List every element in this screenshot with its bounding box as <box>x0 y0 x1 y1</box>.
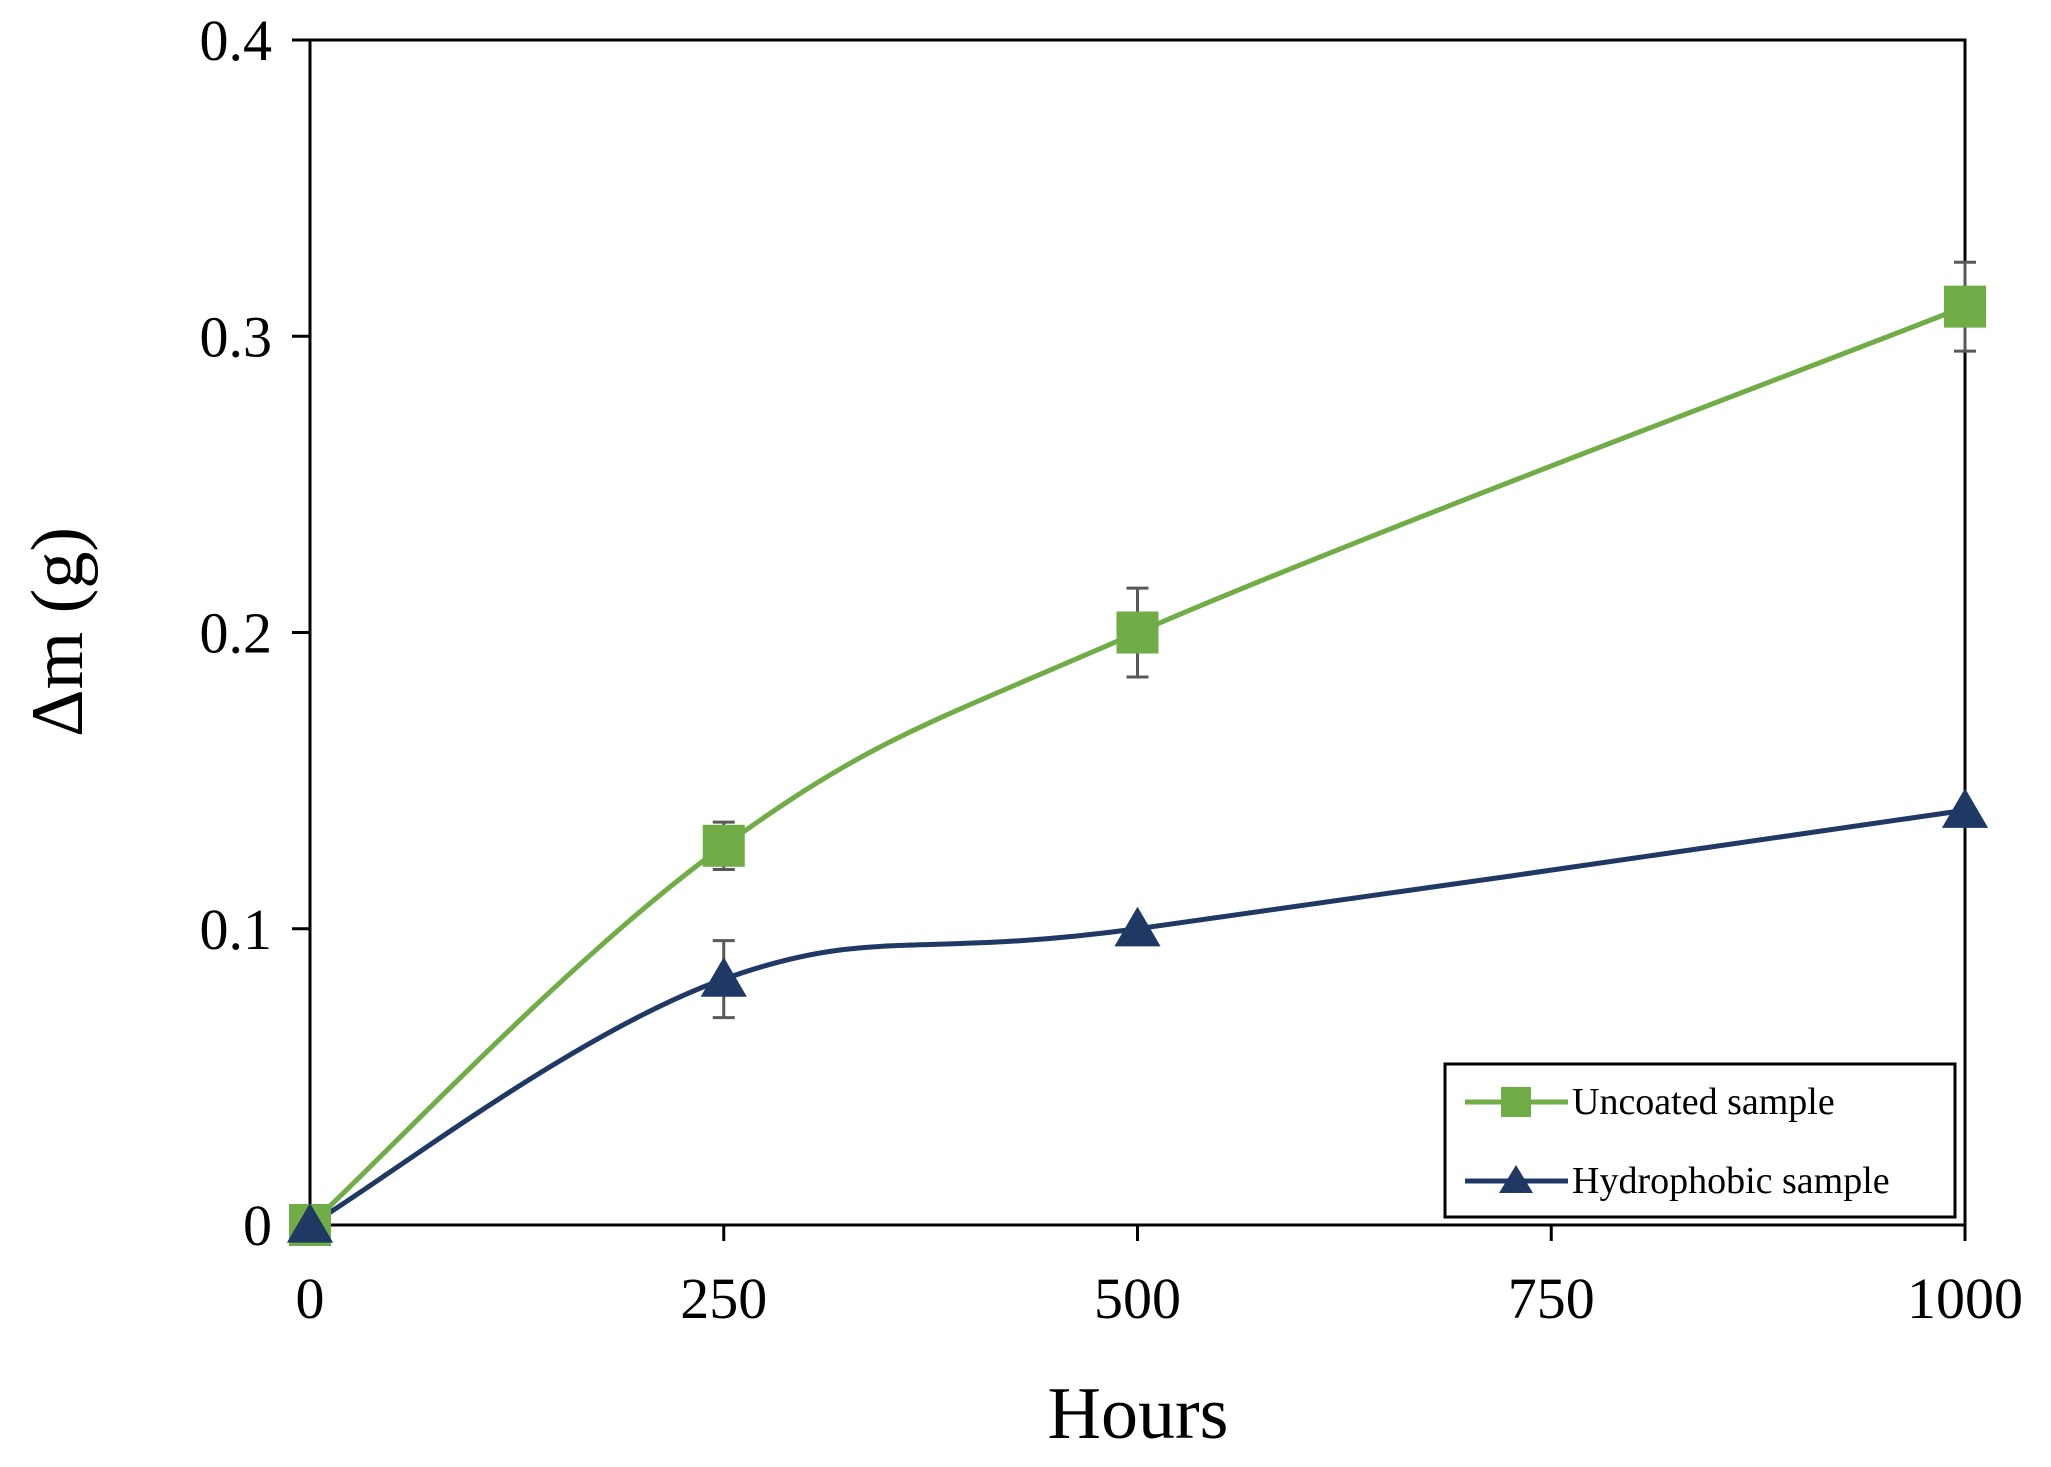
data-point-uncoated <box>702 824 745 867</box>
x-tick-label: 250 <box>680 1266 767 1331</box>
legend-marker-square <box>1501 1087 1531 1117</box>
legend-label-uncoated: Uncoated sample <box>1572 1081 1835 1123</box>
y-tick-label: 0.3 <box>200 304 273 369</box>
y-tick-label: 0.1 <box>200 897 273 962</box>
series-lines <box>308 304 1966 1228</box>
x-tick-label: 1000 <box>1907 1266 2023 1331</box>
x-axis-title: Hours <box>1048 1373 1229 1455</box>
x-tick-label: 500 <box>1094 1266 1181 1331</box>
series-line-hydrophobic <box>308 807 1966 1228</box>
legend-items <box>1465 1087 1568 1193</box>
series-line-uncoated <box>308 304 1966 1227</box>
legend-marker-triangle <box>1499 1165 1533 1193</box>
x-tick-label: 750 <box>1508 1266 1595 1331</box>
data-point-hydrophobic <box>286 1203 334 1243</box>
y-tick-label: 0 <box>243 1193 272 1258</box>
y-tick-label: 0.2 <box>200 601 273 666</box>
y-tick-label: 0.4 <box>200 8 273 73</box>
x-tick-label: 0 <box>296 1266 325 1331</box>
y-axis-title: Δm (g) <box>17 527 99 737</box>
x-axis-ticks: 0 250 500 750 1000 <box>296 1225 2023 1331</box>
data-point-hydrophobic <box>1114 906 1161 947</box>
legend-label-hydrophobic: Hydrophobic sample <box>1572 1160 1890 1202</box>
data-point-hydrophobic <box>1941 788 1989 828</box>
data-point-hydrophobic <box>700 957 747 997</box>
data-markers <box>286 285 1989 1246</box>
data-point-uncoated <box>1116 611 1159 654</box>
data-point-uncoated <box>1944 285 1986 328</box>
legend: Uncoated sample Hydrophobic sample <box>1443 1062 1957 1219</box>
y-axis-ticks: 0 0.1 0.2 0.3 0.4 <box>200 8 310 1258</box>
